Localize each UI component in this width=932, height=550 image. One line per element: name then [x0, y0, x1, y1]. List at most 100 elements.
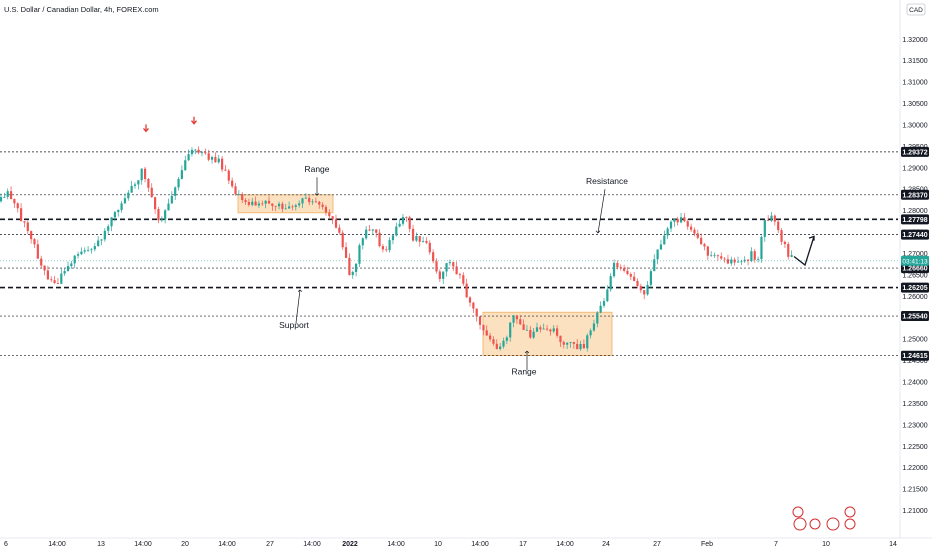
candle-body — [13, 199, 16, 204]
candle-body — [599, 305, 602, 313]
marker-arrow-head — [143, 127, 149, 133]
candle-body — [154, 197, 157, 210]
candle-body — [448, 262, 451, 264]
level-labels: 1.29372 1.28370 1.27798 1.27440 1.26660 1.262… — [901, 146, 929, 361]
candle-body — [676, 218, 679, 223]
candle-body — [60, 273, 63, 284]
price-tick-label: 1.24500 — [902, 358, 927, 365]
candle-body — [773, 215, 776, 222]
candle-body — [736, 261, 740, 263]
candle-body — [646, 284, 649, 295]
candle-body — [408, 217, 411, 229]
candle-body — [566, 342, 569, 345]
level-badge-label: 1.29372 — [902, 149, 927, 156]
candle-body — [740, 261, 743, 263]
candle-body — [33, 239, 36, 245]
candle-body — [177, 178, 180, 188]
time-tick-label: 6 — [4, 541, 8, 548]
candle-body — [663, 235, 666, 245]
candle-body — [70, 263, 73, 267]
level-badge — [901, 311, 929, 322]
time-tick-label: 7 — [774, 541, 778, 548]
candle-body — [20, 208, 23, 222]
event-flag-icon — [844, 506, 856, 518]
candle-body — [559, 335, 562, 343]
annotation-arrows — [143, 116, 815, 371]
time-tick-label: 27 — [266, 541, 274, 548]
candle-body — [495, 343, 498, 349]
candle-body — [535, 327, 539, 332]
candle-body — [512, 315, 515, 323]
candle-body — [777, 221, 780, 231]
time-tick-label: 14 — [889, 541, 897, 548]
candle-body — [385, 249, 388, 251]
level-badge-label: 1.28370 — [902, 192, 927, 199]
candle-body — [174, 187, 177, 196]
price-tick-label: 1.26500 — [902, 272, 927, 279]
countdown-badge — [901, 255, 929, 266]
candle-body — [616, 262, 619, 268]
event-icons[interactable] — [792, 506, 856, 531]
candle-body — [388, 240, 391, 251]
candle-body — [505, 337, 508, 341]
chart-title: U.S. Dollar / Canadian Dollar, 4h, FOREX… — [4, 5, 159, 14]
time-tick-label: 14:00 — [134, 541, 152, 548]
time-tick-label: 14:00 — [303, 541, 321, 548]
candle-body — [76, 254, 80, 256]
candle-body — [549, 329, 552, 332]
candle-body — [606, 289, 609, 302]
candle-body — [750, 251, 753, 261]
candle-body — [217, 158, 220, 163]
candle-body — [629, 274, 632, 277]
candle-body — [415, 236, 418, 241]
candle-body — [499, 346, 502, 349]
candle-body — [164, 210, 167, 220]
range-box — [482, 311, 613, 356]
candle-body — [254, 201, 257, 206]
time-tick-label: 27 — [653, 541, 661, 548]
candle-body — [197, 149, 200, 153]
candle-body — [87, 249, 90, 251]
candle-body — [683, 217, 686, 222]
currency-badge-label: CAD — [909, 7, 923, 14]
candle-body — [586, 335, 589, 349]
candles — [0, 146, 793, 352]
time-tick-label: 24 — [602, 541, 610, 548]
level-lines — [0, 151, 898, 357]
time-tick-label: 20 — [181, 541, 189, 548]
candle-body — [395, 226, 398, 236]
candle-body — [361, 238, 364, 246]
candle-body — [241, 194, 244, 201]
support-pointer-icon — [295, 289, 301, 323]
candle-body — [763, 219, 766, 237]
candle-body — [522, 324, 525, 330]
candle-body — [143, 168, 147, 180]
candle-body — [733, 259, 736, 263]
candle-body — [686, 221, 689, 227]
candle-body — [700, 237, 703, 245]
candle-body — [103, 230, 106, 240]
time-axis[interactable]: 6 14:00 13 14:00 20 14:00 27 14:00 2022 14:00 10 14… — [0, 537, 932, 548]
event-flag-icon — [792, 506, 804, 518]
arrow-head — [314, 193, 320, 196]
candle-body — [204, 152, 207, 154]
candle-body — [525, 329, 529, 331]
candle-body — [261, 203, 264, 205]
candle-body — [113, 212, 116, 218]
candle-body — [26, 222, 29, 232]
candle-body — [294, 205, 297, 207]
projection-arrow-icon — [793, 236, 815, 267]
candle-body — [579, 344, 582, 350]
candle-body — [716, 255, 719, 257]
candle-body — [150, 187, 153, 198]
level-badge — [901, 189, 929, 200]
level-badge-label: 1.26660 — [902, 266, 927, 273]
candle-body — [626, 270, 629, 275]
candle-body — [43, 265, 46, 271]
price-axis[interactable]: 1.320001.315001.310001.305001.300001.295… — [899, 0, 928, 538]
candle-body — [200, 152, 204, 154]
candle-body — [301, 198, 304, 204]
candle-body — [267, 200, 271, 204]
candle-body — [140, 168, 143, 181]
